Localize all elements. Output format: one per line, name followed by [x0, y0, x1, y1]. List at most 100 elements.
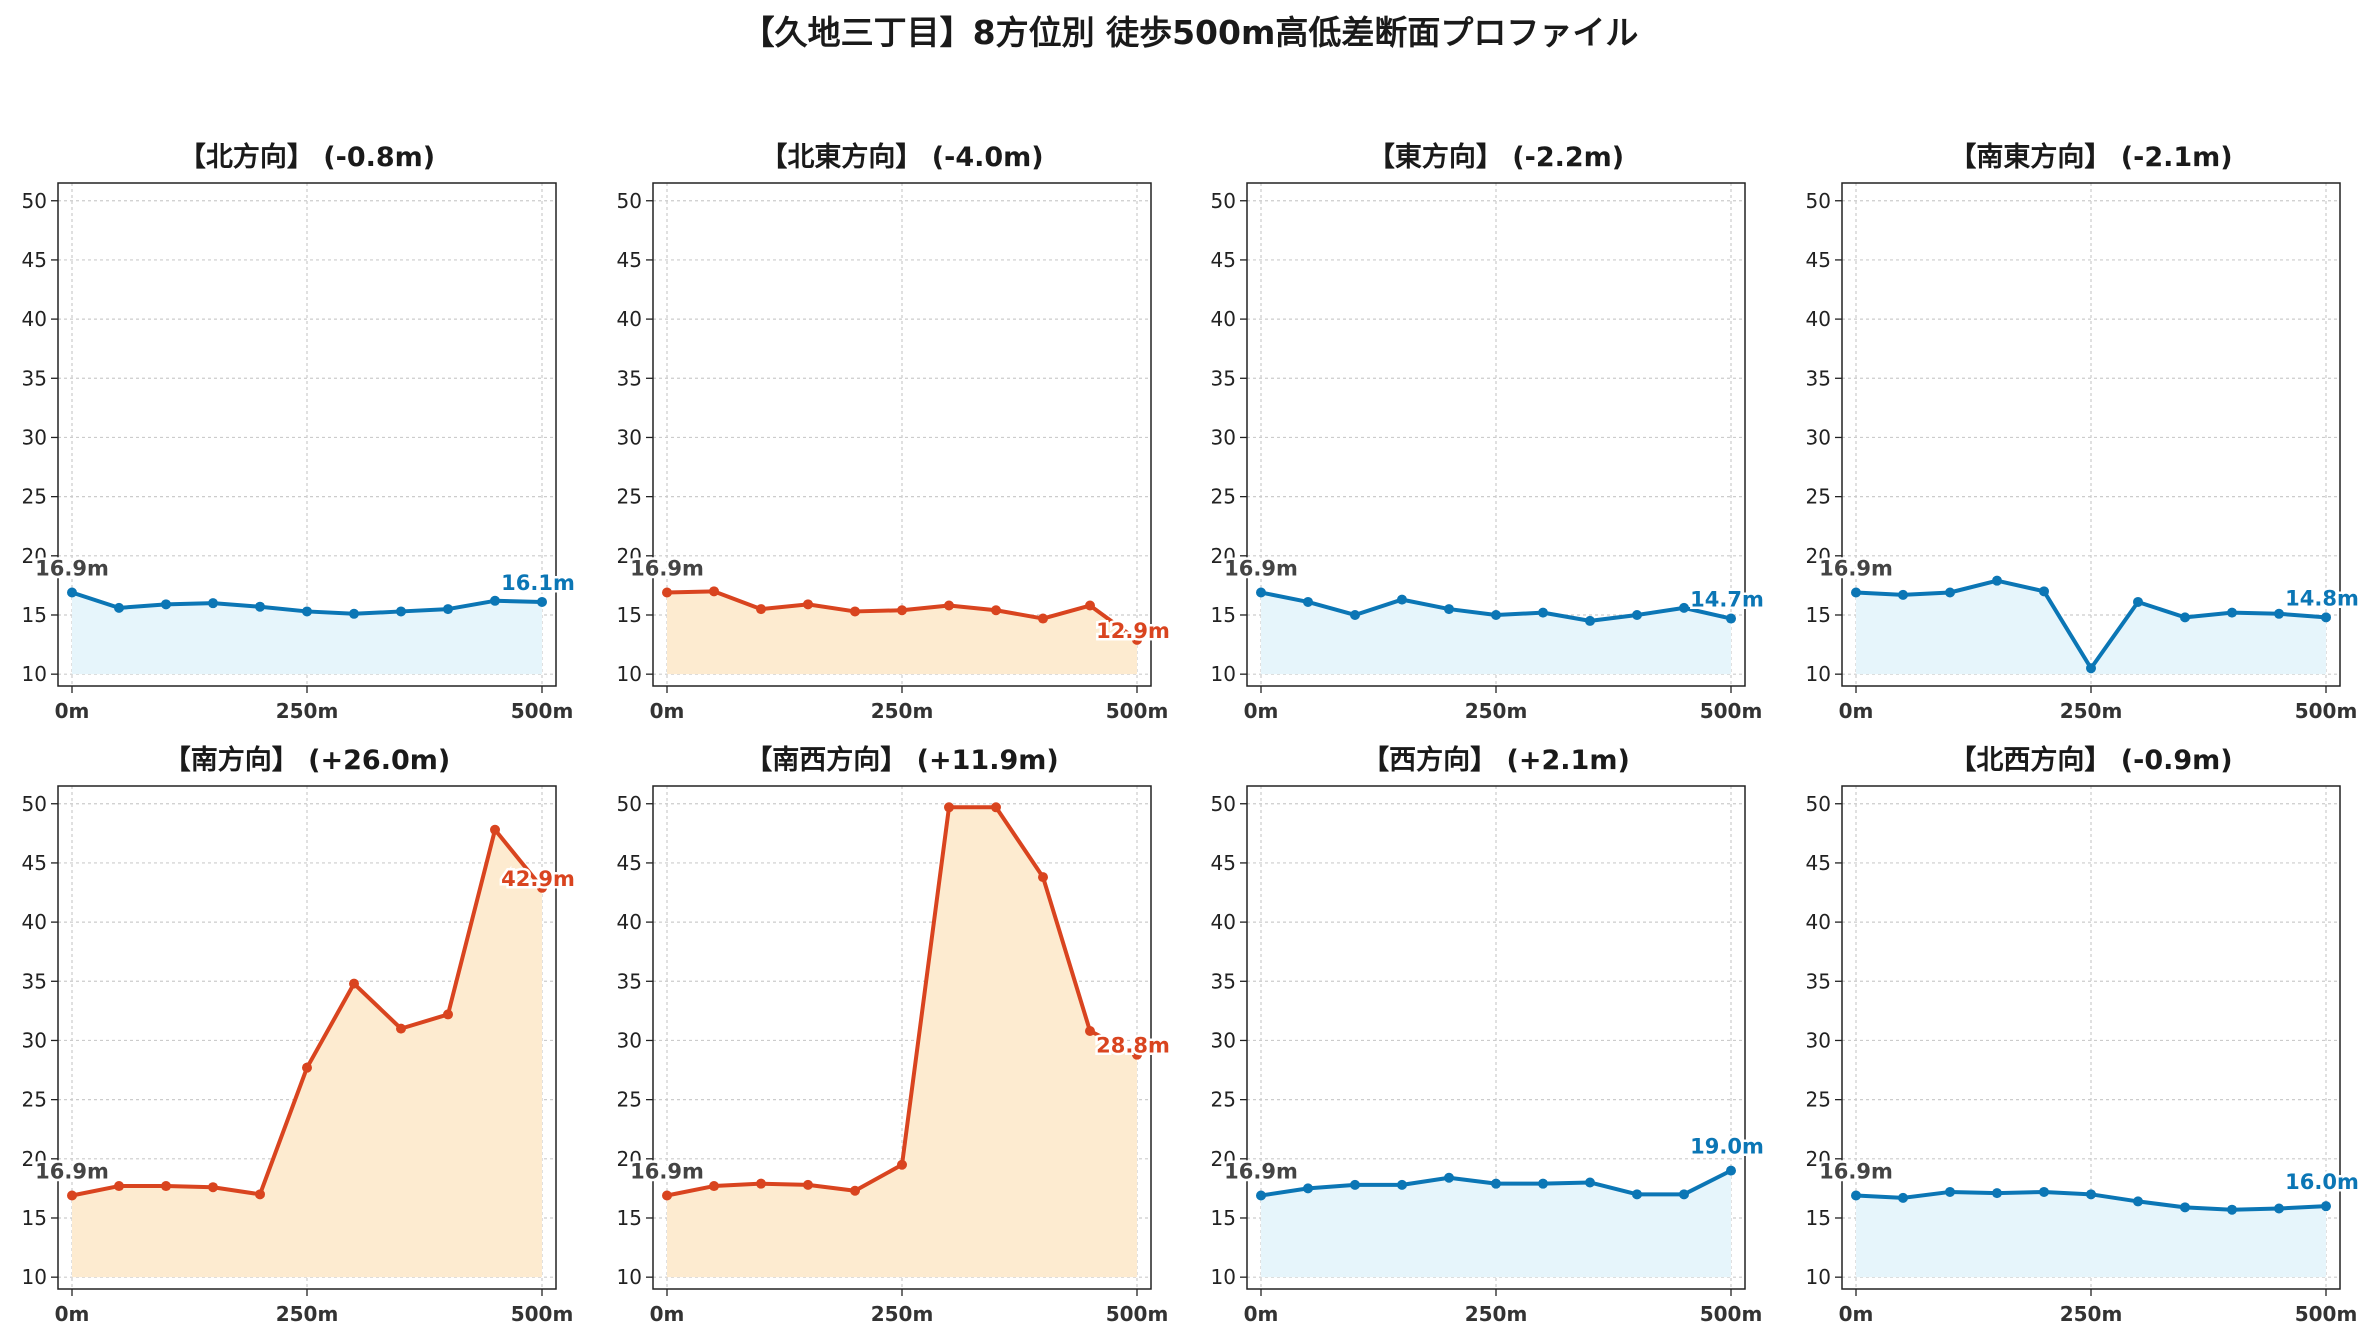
data-point	[1038, 613, 1048, 624]
data-point	[1538, 1178, 1548, 1189]
data-point	[302, 606, 312, 617]
area-fill	[667, 591, 1137, 675]
y-tick-label: 25	[22, 485, 47, 509]
data-point	[302, 1062, 312, 1073]
x-tick-label: 250m	[1465, 1302, 1528, 1326]
data-point	[1085, 1025, 1095, 1036]
data-point	[1350, 609, 1360, 620]
y-tick-label: 30	[22, 1028, 47, 1052]
data-point	[490, 595, 500, 606]
data-point	[991, 605, 1001, 616]
data-point	[1851, 1190, 1861, 1201]
y-tick-label: 30	[617, 1028, 642, 1052]
data-point	[1132, 634, 1142, 645]
y-tick-label: 35	[1211, 969, 1236, 993]
y-tick-label: 40	[1806, 307, 1831, 331]
x-tick-label: 500m	[511, 1302, 574, 1326]
data-point	[1945, 1186, 1955, 1197]
start-value-label: 16.9m	[1819, 1160, 1893, 1184]
data-point	[537, 882, 547, 893]
y-tick-label: 15	[22, 1206, 47, 1230]
panel-title: 【南方向】 (+26.0m)	[164, 744, 450, 776]
y-tick-label: 15	[22, 603, 47, 627]
data-point	[443, 604, 453, 615]
y-tick-label: 40	[1806, 910, 1831, 934]
y-tick-label: 30	[1211, 1028, 1236, 1052]
data-point	[662, 1190, 672, 1201]
data-point	[490, 824, 500, 835]
data-point	[1585, 1177, 1595, 1188]
end-value-label: 42.9m	[501, 867, 575, 891]
data-point	[944, 600, 954, 611]
x-tick-label: 0m	[1244, 699, 1279, 723]
x-tick-label: 500m	[1106, 1302, 1169, 1326]
x-tick-label: 500m	[1700, 1302, 1763, 1326]
data-point	[1303, 1183, 1313, 1194]
y-tick-label: 45	[22, 851, 47, 875]
y-tick-label: 35	[1211, 366, 1236, 390]
data-point	[897, 1159, 907, 1170]
x-tick-label: 500m	[2295, 699, 2358, 723]
data-point	[1945, 587, 1955, 598]
data-point	[114, 602, 124, 613]
y-tick-label: 30	[22, 425, 47, 449]
data-point	[1679, 602, 1689, 613]
x-tick-label: 250m	[871, 1302, 934, 1326]
y-tick-label: 25	[22, 1088, 47, 1112]
data-point	[1538, 607, 1548, 618]
x-tick-label: 0m	[55, 1302, 90, 1326]
data-point	[709, 586, 719, 597]
data-point	[349, 978, 359, 989]
data-point	[1679, 1189, 1689, 1200]
data-point	[161, 1181, 171, 1192]
data-point	[2086, 1189, 2096, 1200]
data-point	[2180, 612, 2190, 623]
data-point	[443, 1009, 453, 1020]
y-tick-label: 15	[617, 603, 642, 627]
data-point	[709, 1181, 719, 1192]
data-point	[803, 599, 813, 610]
data-point	[2274, 608, 2284, 619]
y-tick-label: 15	[1806, 1206, 1831, 1230]
data-point	[2321, 1201, 2331, 1212]
y-tick-label: 40	[1211, 307, 1236, 331]
data-point	[1632, 609, 1642, 620]
y-tick-label: 20	[22, 1147, 47, 1171]
start-value-label: 16.9m	[630, 557, 704, 581]
data-point	[1726, 613, 1736, 624]
data-point	[67, 587, 77, 598]
panel-title: 【西方向】 (+2.1m)	[1362, 744, 1630, 776]
y-tick-label: 40	[617, 307, 642, 331]
y-tick-label: 25	[1806, 1088, 1831, 1112]
data-point	[1491, 609, 1501, 620]
y-tick-label: 45	[617, 248, 642, 272]
data-point	[662, 587, 672, 598]
y-tick-label: 20	[22, 544, 47, 568]
area-fill	[72, 592, 542, 675]
y-tick-label: 15	[1211, 603, 1236, 627]
data-point	[1491, 1178, 1501, 1189]
x-tick-label: 0m	[55, 699, 90, 723]
y-tick-label: 10	[1806, 1265, 1831, 1289]
data-point	[803, 1179, 813, 1190]
start-value-label: 16.9m	[1819, 557, 1893, 581]
data-point	[2321, 612, 2331, 623]
x-tick-label: 250m	[276, 1302, 339, 1326]
y-tick-label: 45	[1806, 851, 1831, 875]
data-point	[1256, 587, 1266, 598]
y-tick-label: 45	[1211, 248, 1236, 272]
y-tick-label: 30	[1806, 1028, 1831, 1052]
panel-title: 【北西方向】 (-0.9m)	[1949, 744, 2232, 776]
end-value-label: 12.9m	[1096, 619, 1170, 643]
start-value-label: 16.9m	[1224, 1160, 1298, 1184]
data-point	[1898, 589, 1908, 600]
x-tick-label: 250m	[871, 699, 934, 723]
y-tick-label: 20	[1806, 1147, 1831, 1171]
data-point	[2086, 663, 2096, 674]
data-point	[1397, 594, 1407, 605]
